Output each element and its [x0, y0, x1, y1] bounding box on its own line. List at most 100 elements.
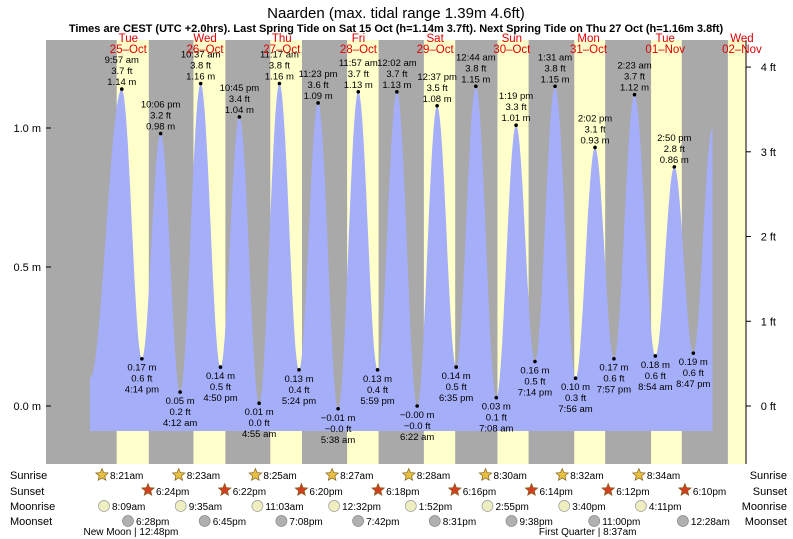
tide-ft-label: −0.0 ft [325, 424, 352, 435]
day-name-label: Fri [352, 33, 365, 45]
tide-m-label: −0.01 m [321, 413, 356, 424]
tide-ft-label: 3.8 ft [190, 61, 211, 72]
sunset-time: 6:20pm [309, 487, 342, 498]
tide-time-label: 7:08 am [479, 424, 513, 435]
tide-m-label: 1.12 m [620, 83, 649, 94]
tide-m-label: 0.18 m [641, 360, 670, 371]
day-name-label: Wed [730, 33, 753, 45]
moonset-moon-icon [428, 515, 441, 527]
moonset-moon-icon [122, 515, 134, 527]
tide-time-label: 10:45 pm [220, 83, 260, 94]
astro-table: Sunrise Sunset Moonrise Moonset Sunrise … [10, 467, 787, 538]
tide-time-label: 11:17 am [260, 50, 299, 61]
moonrise-time: 11:03am [265, 502, 303, 513]
sunrise-row-label-left: Sunrise [10, 470, 47, 482]
tide-m-label: 0.13 m [363, 374, 392, 385]
day-name-label: Sun [502, 33, 522, 45]
tide-point [218, 365, 223, 369]
tide-m-label: 0.05 m [166, 396, 195, 407]
tide-m-label: 0.01 m [245, 407, 274, 418]
sunset-star-icon [140, 482, 156, 497]
tide-time-label: 1:19 pm [499, 91, 533, 102]
tide-m-label: 1.16 m [186, 72, 215, 83]
tide-ft-label: 0.0 ft [249, 418, 270, 429]
tide-ft-label: 3.2 ft [150, 111, 171, 122]
moonrise-time: 2:55pm [496, 502, 529, 513]
tide-time-label: 8:47 pm [676, 379, 710, 390]
moonrise-moon-icon [404, 500, 417, 512]
tide-m-label: 1.13 m [344, 80, 373, 91]
day-name-label: Sat [427, 33, 445, 45]
sunset-star-icon [217, 482, 232, 497]
tide-point [119, 87, 124, 91]
sunset-time: 6:18pm [386, 487, 419, 498]
tide-ft-label: 3.8 ft [269, 61, 290, 72]
moonset-time: 7:08pm [289, 517, 322, 528]
tide-ft-label: −0.0 ft [404, 421, 431, 432]
tide-ft-label: 3.7 ft [624, 72, 645, 83]
tide-point [474, 84, 478, 89]
moonset-moon-icon [198, 515, 211, 527]
tide-time-label: 12:37 pm [417, 72, 457, 83]
day-date-label: 29–Oct [417, 44, 455, 56]
tide-time-label: 12:44 am [456, 52, 496, 63]
day-name-label: Tue [656, 33, 675, 45]
moonrise-moon-icon [328, 500, 340, 512]
tide-point [158, 131, 163, 136]
moonset-row-label-right: Moonset [745, 516, 787, 528]
sunrise-star-icon [171, 467, 186, 482]
moonrise-time: 12:32pm [342, 502, 381, 513]
tide-time-label: 7:14 pm [518, 388, 552, 399]
tide-ft-label: 3.4 ft [229, 94, 250, 105]
moonrise-moon-icon [98, 500, 110, 512]
moonset-moon-icon [352, 515, 364, 527]
tide-m-label: 0.98 m [146, 122, 175, 133]
tide-point [653, 354, 658, 358]
tide-area [90, 83, 713, 431]
tide-time-label: 2:50 pm [657, 133, 691, 144]
sunset-time: 6:22pm [233, 487, 266, 498]
sunrise-time: 8:34am [647, 471, 680, 482]
sunrise-time: 8:25am [263, 471, 296, 482]
tide-ft-label: 0.6 ft [683, 368, 704, 379]
moonset-time: 12:28am [691, 517, 730, 528]
chart-subtitle: Times are CEST (UTC +2.0hrs). Last Sprin… [69, 23, 724, 35]
moonset-time: 11:00pm [602, 517, 640, 528]
tide-ft-label: 0.4 ft [367, 385, 388, 396]
tide-point [277, 81, 282, 86]
sunrise-star-icon [248, 467, 263, 482]
day-name-label: Tue [119, 33, 138, 45]
tide-m-label: 1.09 m [304, 91, 333, 102]
tide-time-label: 5:24 pm [282, 396, 316, 407]
day-date-label: 28–Oct [340, 44, 378, 56]
day-headers: Tue25–OctWed26–OctThu27–OctFri28–OctSat2… [110, 33, 762, 56]
tide-point [533, 359, 537, 364]
tide-point [494, 395, 499, 400]
tide-point [593, 145, 597, 150]
tide-m-label: 0.13 m [284, 374, 313, 385]
moonset-time: 9:38pm [520, 517, 553, 528]
tide-m-label: 0.03 m [482, 402, 511, 413]
sunrise-star-icon [631, 467, 646, 482]
tide-point [297, 368, 301, 372]
day-date-label: 31–Oct [570, 44, 608, 56]
tide-point [178, 390, 182, 394]
moonset-row-label-left: Moonset [10, 516, 52, 528]
tide-m-label: 1.08 m [423, 94, 452, 105]
moonrise-moon-icon [558, 500, 571, 512]
tide-time-label: 2:02 pm [578, 113, 612, 124]
sunrise-time: 8:28am [417, 471, 450, 482]
tide-ft-label: 3.3 ft [506, 102, 527, 113]
tide-point [375, 368, 380, 372]
tide-point [198, 81, 203, 86]
tide-time-label: 4:12 am [163, 418, 197, 429]
tide-point [140, 356, 144, 361]
tide-time-label: 11:23 pm [299, 69, 338, 80]
day-date-label: 02–Nov [722, 44, 762, 56]
tide-point [356, 90, 361, 94]
y-tick-label-ft: 3 ft [761, 147, 776, 159]
tide-time-label: 1:31 am [538, 52, 572, 63]
tide-time-label: 5:38 am [321, 435, 355, 446]
y-tick-label-ft: 4 ft [761, 62, 776, 74]
sunset-row-label-right: Sunset [753, 486, 787, 498]
